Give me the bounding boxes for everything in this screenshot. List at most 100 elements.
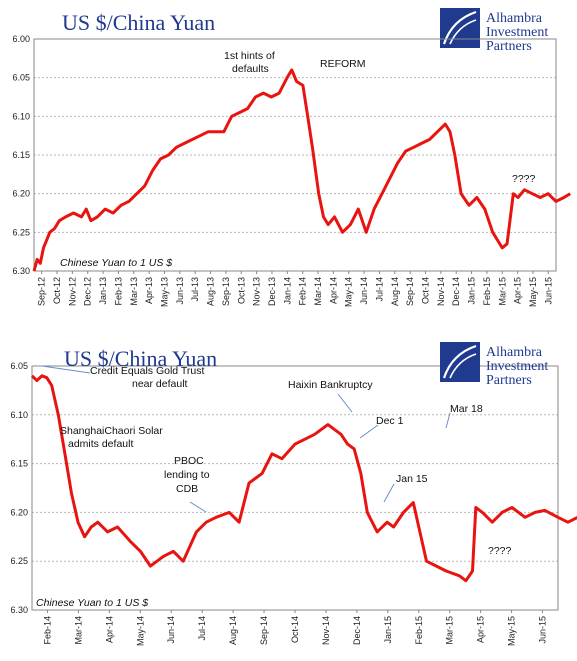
y-tick-label: 6.00 xyxy=(12,34,30,44)
chart-2-annotation-question: ???? xyxy=(488,545,512,557)
x-tick-label: Mar-14 xyxy=(73,616,83,645)
chart-2-title: US $/China Yuan xyxy=(64,346,217,371)
chart-1-svg: US $/China Yuan Alhambra Investment Part… xyxy=(12,8,571,307)
logo-2-swoosh-a xyxy=(442,344,477,379)
arrow-dec1 xyxy=(359,424,379,439)
x-tick-label: Dec-14 xyxy=(451,277,461,306)
x-tick-label: Jan-14 xyxy=(282,277,292,305)
x-tick-label: Apr-15 xyxy=(513,277,523,304)
x-tick-label: May-15 xyxy=(528,277,538,307)
x-tick-label: Jun-15 xyxy=(543,277,553,305)
x-tick-label: Oct-14 xyxy=(421,277,431,304)
arrow-pboc xyxy=(189,501,207,513)
logo-2-line3: Partners xyxy=(486,373,532,388)
x-tick-label: Jul-14 xyxy=(374,277,384,302)
chart-1-y-ticks: 6.00 6.05 6.10 6.15 6.20 6.25 6.30 xyxy=(12,34,30,276)
logo-2-swoosh-b xyxy=(449,353,477,379)
x-tick-label: Dec-13 xyxy=(267,277,277,306)
x-tick-label: Oct-12 xyxy=(52,277,62,304)
logo-1-square xyxy=(440,8,480,48)
x-tick-label: Jul-13 xyxy=(190,277,200,302)
x-tick-label: Apr-14 xyxy=(328,277,338,304)
x-tick-label: Apr-13 xyxy=(144,277,154,304)
x-tick-label: Mar-13 xyxy=(129,277,139,306)
x-tick-label: Aug-14 xyxy=(228,616,238,645)
chart-1-annotation-reform: REFORM xyxy=(320,58,366,70)
y-tick-label: 6.30 xyxy=(10,605,28,615)
x-tick-label: Jun-13 xyxy=(175,277,185,305)
chart-2-annotation-credit-line1: Credit Equals Gold Trust xyxy=(90,365,204,377)
y-tick-label: 6.20 xyxy=(10,507,28,517)
x-tick-label: Feb-14 xyxy=(42,616,52,645)
chart-1-title: US $/China Yuan xyxy=(62,10,215,35)
chart-2-annotation-jan15: Jan 15 xyxy=(396,473,428,485)
logo-1-swoosh-b xyxy=(449,19,477,45)
y-tick-label: 6.10 xyxy=(12,111,30,121)
y-tick-label: 6.05 xyxy=(12,73,30,83)
x-tick-label: Oct-13 xyxy=(236,277,246,304)
x-tick-label: Mar-15 xyxy=(497,277,507,306)
x-tick-label: Apr-14 xyxy=(104,616,114,643)
chart-2-svg: 6.05 6.10 6.15 6.20 6.25 6.30 Feb-14 Mar-14 Apr… xyxy=(10,342,577,646)
logo-1-swoosh-a xyxy=(442,10,477,45)
arrow-haixin xyxy=(337,393,353,413)
y-tick-label: 6.25 xyxy=(10,556,28,566)
x-tick-label: May-13 xyxy=(160,277,170,307)
chart-1-series-label: Chinese Yuan to 1 US $ xyxy=(60,257,172,269)
x-tick-label: Feb-15 xyxy=(482,277,492,306)
x-tick-label: Jun-14 xyxy=(166,616,176,644)
x-tick-label: Feb-15 xyxy=(414,616,424,645)
chart-2-annotation-credit-line2: near default xyxy=(132,378,188,390)
x-tick-label: Feb-13 xyxy=(113,277,123,306)
x-tick-label: Jan-15 xyxy=(383,616,393,644)
y-tick-label: 6.30 xyxy=(12,266,30,276)
chart-2-annotation-pboc-line2: lending to xyxy=(164,469,210,481)
x-tick-label: Jan-15 xyxy=(467,277,477,305)
chart-2-annotation-mar18: Mar 18 xyxy=(450,403,483,415)
y-tick-label: 6.25 xyxy=(12,227,30,237)
x-tick-label: Feb-14 xyxy=(298,277,308,306)
chart-panel-2: 6.05 6.10 6.15 6.20 6.25 6.30 Feb-14 Mar-14 Apr… xyxy=(0,340,577,661)
x-tick-label: Jul-14 xyxy=(197,616,207,641)
x-tick-label: Nov-14 xyxy=(436,277,446,306)
chart-2-annotation-dec1: Dec 1 xyxy=(376,415,404,427)
x-tick-label: Apr-15 xyxy=(476,616,486,643)
y-tick-label: 6.15 xyxy=(10,459,28,469)
x-tick-label: Mar-14 xyxy=(313,277,323,306)
chart-1-annotation-defaults-line2: defaults xyxy=(232,63,269,75)
x-tick-label: Jan-13 xyxy=(98,277,108,305)
logo-2-line2: Investment xyxy=(486,359,548,374)
logo-1: Alhambra Investment Partners xyxy=(440,8,548,54)
chart-1-series-line xyxy=(32,68,571,272)
logo-1-line3: Partners xyxy=(486,39,532,54)
x-tick-label: Jun-14 xyxy=(359,277,369,305)
arrow-mar18 xyxy=(445,412,451,429)
chart-1-plot-frame xyxy=(33,38,557,272)
x-tick-label: Sep-12 xyxy=(37,277,47,306)
x-tick-label: Sep-13 xyxy=(221,277,231,306)
x-tick-label: Nov-12 xyxy=(67,277,77,306)
chart-2-y-ticks: 6.05 6.10 6.15 6.20 6.25 6.30 xyxy=(10,361,28,615)
x-tick-label: Dec-12 xyxy=(83,277,93,306)
chart-2-x-ticks: Feb-14 Mar-14 Apr-14 May-14 Jun-14 Jul-14 Aug-… xyxy=(42,610,548,646)
logo-2: Alhambra Investment Partners xyxy=(440,342,548,388)
chart-2-annotation-haixin: Haixin Bankruptcy xyxy=(288,379,373,391)
x-tick-label: Sep-14 xyxy=(259,616,269,645)
x-tick-label: Nov-14 xyxy=(321,616,331,645)
chart-2-series-label: Chinese Yuan to 1 US $ xyxy=(36,597,148,609)
x-tick-label: May-15 xyxy=(507,616,517,646)
x-tick-label: Sep-14 xyxy=(405,277,415,306)
y-tick-label: 6.20 xyxy=(12,189,30,199)
chart-2-annotation-arrows xyxy=(41,365,451,513)
y-tick-label: 6.15 xyxy=(12,150,30,160)
x-tick-label: Aug-14 xyxy=(390,277,400,306)
chart-2-plot-frame xyxy=(31,365,559,611)
y-tick-label: 6.05 xyxy=(10,361,28,371)
logo-1-line2: Investment xyxy=(486,25,548,40)
arrow-jan15 xyxy=(383,483,395,503)
chart-2-annotation-chaori-line1: ShanghaiChaori Solar xyxy=(60,425,163,437)
x-tick-label: Oct-14 xyxy=(290,616,300,643)
x-tick-label: May-14 xyxy=(135,616,145,646)
arrow-credit-gold xyxy=(41,365,91,374)
x-tick-label: Jun-15 xyxy=(538,616,548,644)
